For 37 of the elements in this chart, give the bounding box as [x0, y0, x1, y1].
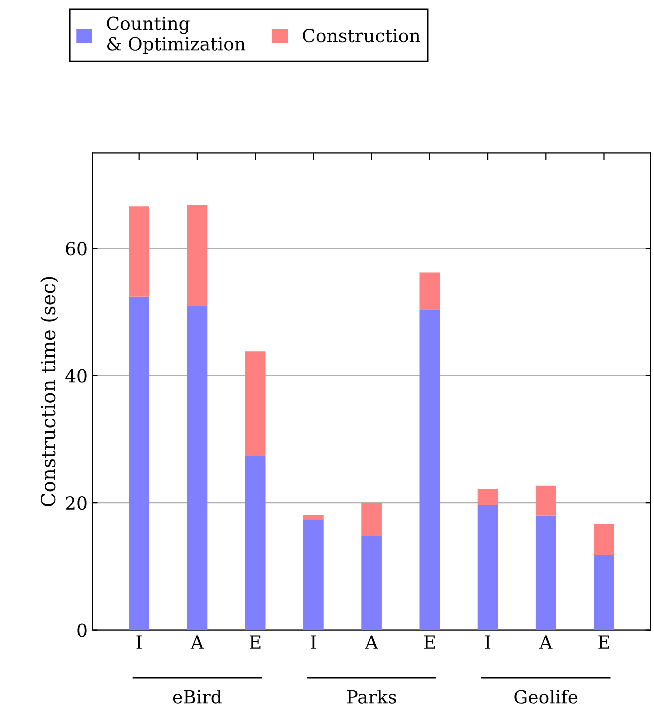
bar: [187, 306, 208, 630]
bar: [129, 296, 150, 630]
x-tick-label: A: [190, 636, 204, 649]
legend-label: Construction: [303, 29, 420, 43]
x-tick-label: A: [365, 636, 378, 649]
x-tick-label: I: [485, 636, 491, 649]
x-tick-label: A: [540, 636, 553, 649]
bar: [362, 536, 382, 630]
text: eBird: [173, 690, 222, 704]
bar: [420, 272, 440, 310]
bar: [478, 504, 498, 630]
legend-label: Counting & Optimization: [107, 16, 246, 54]
y-tick-label: 60: [66, 242, 87, 256]
bar: [478, 489, 498, 505]
bar: [594, 524, 614, 556]
bar: [594, 555, 614, 630]
x-tick-label: E: [424, 636, 436, 649]
bar: [536, 516, 556, 630]
bar: [129, 206, 150, 297]
bar: [420, 310, 440, 630]
text: Parks: [347, 690, 396, 704]
text: Geolife: [514, 690, 578, 704]
bar: [187, 205, 208, 306]
y-tick-label: 40: [66, 369, 87, 383]
bar: [245, 456, 266, 630]
bar: [536, 486, 556, 516]
bar: [245, 352, 266, 456]
y-axis-title: Construction time (sec): [40, 277, 58, 507]
bar: [304, 515, 324, 520]
y-tick-label: 0: [78, 624, 87, 638]
x-tick-label: E: [250, 636, 261, 649]
bar: [362, 503, 382, 536]
y-tick-label: 20: [66, 496, 87, 510]
bar: [304, 520, 324, 630]
x-tick-label: E: [598, 636, 610, 649]
x-tick-label: I: [136, 636, 142, 649]
x-tick-label: I: [311, 636, 316, 649]
